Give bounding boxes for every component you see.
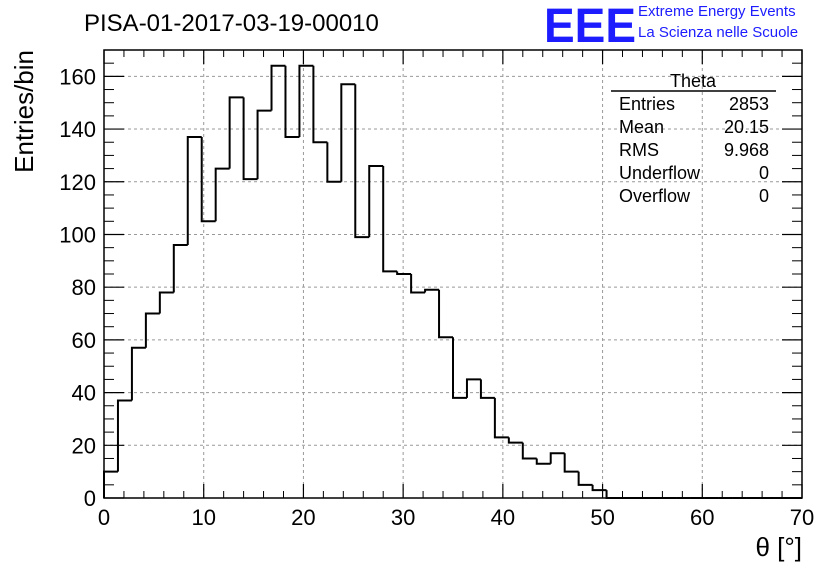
stats-label: RMS bbox=[619, 140, 659, 160]
histogram-bin bbox=[354, 84, 370, 239]
histogram-bin bbox=[410, 274, 426, 294]
x-tick-label: 20 bbox=[291, 505, 315, 530]
histogram-bin bbox=[326, 142, 342, 183]
stats-rows: Entries 2853 Mean 20.15 RMS 9.968 Underflow 0 Ov… bbox=[619, 94, 769, 206]
logo-line-2: La Scienza nelle Scuole bbox=[638, 24, 799, 41]
y-tick-label: 160 bbox=[59, 64, 96, 89]
stats-value: 0 bbox=[759, 186, 769, 206]
histogram-bin bbox=[214, 167, 230, 222]
stats-label: Mean bbox=[619, 117, 664, 137]
histogram-bin bbox=[493, 397, 509, 439]
page-title: PISA-01-2017-03-19-00010 bbox=[84, 10, 379, 37]
stats-value: 9.968 bbox=[724, 140, 769, 160]
x-tick-label: 60 bbox=[690, 505, 714, 530]
histogram-bin bbox=[298, 64, 314, 137]
x-axis-label: θ [°] bbox=[755, 532, 802, 562]
histogram-bin bbox=[312, 65, 328, 144]
y-tick-label: 120 bbox=[59, 170, 96, 195]
histogram-bin bbox=[535, 458, 551, 465]
stats-value: 20.15 bbox=[724, 117, 769, 137]
histogram-bin bbox=[521, 442, 537, 460]
histogram-bin bbox=[438, 289, 453, 339]
histogram-bin bbox=[116, 399, 132, 472]
plot-frame bbox=[103, 49, 803, 499]
histogram-bin bbox=[130, 346, 146, 401]
y-tick-label: 40 bbox=[72, 381, 96, 406]
histogram-bin bbox=[507, 437, 523, 444]
stats-box: Theta Entries 2853 Mean 20.15 RMS 9.968 Underf… bbox=[611, 71, 776, 206]
stats-label: Underflow bbox=[619, 163, 701, 183]
histogram-bin bbox=[186, 135, 202, 246]
histogram-bin bbox=[479, 379, 495, 399]
histogram-bin bbox=[396, 271, 412, 275]
histogram-bin bbox=[270, 64, 286, 111]
stats-label: Overflow bbox=[619, 186, 691, 206]
y-tick-label: 100 bbox=[59, 222, 96, 247]
x-tick-label: 0 bbox=[98, 505, 110, 530]
axis-ticks bbox=[103, 49, 803, 499]
y-tick-label: 20 bbox=[72, 433, 96, 458]
stats-value: 2853 bbox=[729, 94, 769, 114]
histogram-bin bbox=[368, 164, 384, 238]
y-axis-label: Entries/bin bbox=[9, 50, 39, 173]
logo-mark: EEE bbox=[544, 2, 636, 46]
histogram-bin bbox=[465, 378, 481, 398]
logo-line-1: Extreme Energy Events bbox=[638, 3, 796, 20]
x-tick-label: 30 bbox=[391, 505, 415, 530]
histogram-bin bbox=[172, 244, 188, 293]
x-tick-label: 50 bbox=[590, 505, 614, 530]
histogram-bin bbox=[242, 97, 258, 181]
histogram-bin bbox=[577, 471, 593, 486]
y-tick-label: 0 bbox=[84, 486, 96, 511]
histogram-bars bbox=[103, 64, 802, 499]
histogram-bin bbox=[284, 65, 300, 138]
histogram-bin bbox=[424, 288, 440, 293]
histogram-bin bbox=[382, 165, 398, 273]
histogram-bin bbox=[340, 83, 356, 182]
eee-logo: EEE bbox=[544, 2, 636, 46]
histogram-bin bbox=[158, 291, 174, 314]
histogram-bin bbox=[144, 312, 160, 348]
histogram-bin bbox=[591, 484, 607, 492]
stats-label: Entries bbox=[619, 94, 675, 114]
grid-lines bbox=[104, 50, 802, 498]
y-tick-label: 60 bbox=[72, 328, 96, 353]
histogram-bin bbox=[605, 490, 621, 499]
histogram-bin bbox=[228, 96, 244, 169]
tick-labels: 0 10 20 30 40 50 60 70 0 20 40 60 80 100 120 140 160 bbox=[59, 64, 814, 530]
stats-title: Theta bbox=[670, 71, 717, 91]
histogram-bin bbox=[256, 109, 272, 180]
x-tick-label: 70 bbox=[790, 505, 814, 530]
histogram-bin bbox=[563, 453, 579, 473]
x-tick-label: 10 bbox=[191, 505, 215, 530]
histogram-bin bbox=[452, 337, 467, 399]
x-tick-label: 40 bbox=[491, 505, 515, 530]
y-tick-label: 80 bbox=[72, 275, 96, 300]
histogram-bin bbox=[200, 136, 216, 223]
histogram-bin bbox=[549, 452, 565, 464]
stats-value: 0 bbox=[759, 163, 769, 183]
y-tick-label: 140 bbox=[59, 117, 96, 142]
